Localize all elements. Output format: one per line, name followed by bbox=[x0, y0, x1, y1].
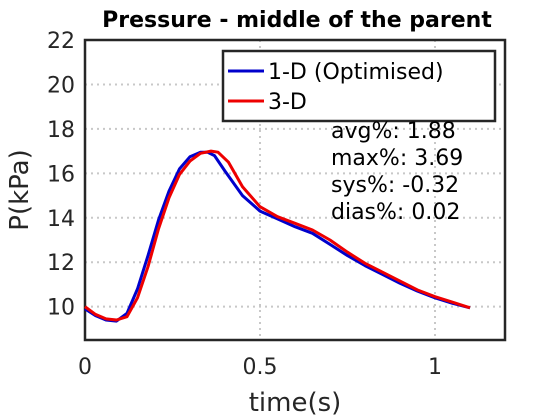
annotation-avg: avg%: 1.88 bbox=[331, 119, 456, 144]
annotation-sys: sys%: -0.32 bbox=[331, 173, 459, 198]
y-tick-label-2: 14 bbox=[47, 207, 75, 232]
legend-label-1d: 1-D (Optimised) bbox=[268, 60, 444, 85]
x-tick-labels: 0 0.5 1 bbox=[78, 355, 442, 380]
y-tick-label-3: 16 bbox=[47, 162, 75, 187]
annotation-max: max%: 3.69 bbox=[331, 146, 463, 171]
x-axis-label: time(s) bbox=[249, 388, 342, 418]
y-tick-label-1: 12 bbox=[47, 251, 75, 276]
legend: 1-D (Optimised) 3-D bbox=[223, 51, 495, 121]
stats-annotations: avg%: 1.88 max%: 3.69 sys%: -0.32 dias%:… bbox=[331, 119, 463, 225]
y-tick-label-5: 20 bbox=[47, 73, 75, 98]
y-tick-label-0: 10 bbox=[47, 296, 75, 321]
y-axis-label: P(kPa) bbox=[5, 149, 35, 230]
y-tick-labels: 10 12 14 16 18 20 22 bbox=[47, 29, 75, 321]
x-tick-label-0: 0 bbox=[78, 355, 92, 380]
y-tick-label-6: 22 bbox=[47, 29, 75, 54]
y-tick-label-4: 18 bbox=[47, 118, 75, 143]
legend-label-3d: 3-D bbox=[268, 90, 307, 115]
chart-title: Pressure - middle of the parent bbox=[102, 8, 492, 33]
x-tick-label-1: 0.5 bbox=[243, 355, 278, 380]
x-tick-label-2: 1 bbox=[428, 355, 442, 380]
annotation-dias: dias%: 0.02 bbox=[331, 200, 460, 225]
